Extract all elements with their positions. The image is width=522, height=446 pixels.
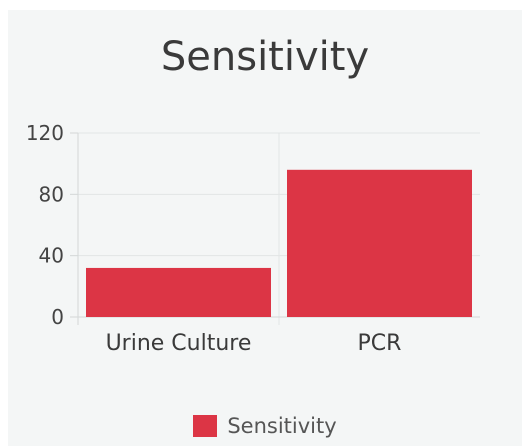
- chart-title: Sensitivity: [160, 34, 370, 80]
- x-category-label: PCR: [358, 331, 402, 356]
- x-axis: Urine Culture PCR: [106, 331, 402, 356]
- y-tick-label: 120: [26, 121, 64, 145]
- legend-label: Sensitivity: [227, 414, 337, 438]
- legend[interactable]: Sensitivity: [8, 414, 522, 438]
- y-tick-label: 80: [39, 182, 64, 206]
- chart-plot: 0 40 80 120 Urine Culture PCR: [26, 121, 480, 356]
- chart-panel: Sensitivity 0 40 80 120 Urine Culture PCR Se…: [8, 10, 522, 446]
- y-tick-label: 0: [51, 305, 64, 329]
- y-tick-label: 40: [39, 244, 64, 268]
- legend-swatch: [193, 415, 218, 437]
- bar: [86, 267, 271, 317]
- bar: [287, 169, 472, 317]
- x-category-label: Urine Culture: [106, 331, 252, 356]
- bars: [86, 169, 472, 317]
